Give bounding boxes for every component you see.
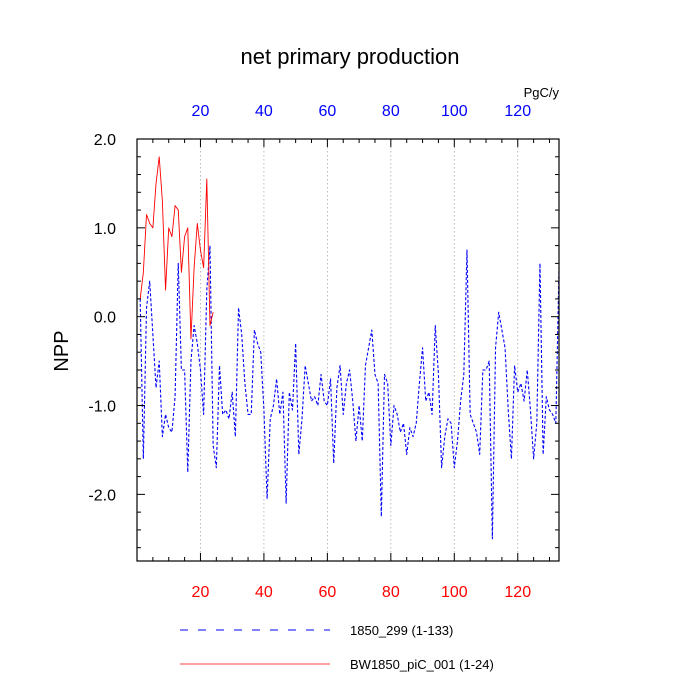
series-line-1 — [139, 245, 560, 540]
y-tick-label: -1.0 — [88, 399, 116, 416]
x-tick-label-top: 20 — [192, 103, 210, 120]
y-tick-label: 2.0 — [94, 132, 116, 149]
grid-layer — [200, 139, 519, 561]
legend: 1850_299 (1-133) BW1850_piC_001 (1-24) — [180, 623, 494, 672]
x-tick-label-top: 60 — [318, 103, 336, 120]
y-tick-label: -2.0 — [88, 487, 116, 504]
x-tick-label-top: 80 — [382, 103, 400, 120]
units-label: PgC/y — [524, 85, 560, 100]
legend-label-1: 1850_299 (1-133) — [350, 623, 453, 638]
x-tick-label-top: 40 — [255, 103, 273, 120]
series-line-2 — [139, 156, 214, 340]
y-tick-label: 0.0 — [94, 310, 116, 327]
x-tick-label-bottom: 20 — [192, 584, 210, 601]
x-tick-label-bottom: 80 — [382, 584, 400, 601]
ticks-layer: 20 20 40 40 60 60 80 80 100 100 120 120 2.0 1.0 0.0 -1.… — [88, 103, 559, 601]
chart-title: net primary production — [241, 44, 460, 69]
x-tick-label-bottom: 60 — [318, 584, 336, 601]
x-tick-label-top: 120 — [504, 103, 531, 120]
legend-label-2: BW1850_piC_001 (1-24) — [350, 657, 494, 672]
x-tick-label-top: 100 — [441, 103, 468, 120]
x-tick-label-bottom: 120 — [504, 584, 531, 601]
y-tick-label: 1.0 — [94, 221, 116, 238]
series-layer — [139, 156, 560, 540]
x-tick-label-bottom: 40 — [255, 584, 273, 601]
plot-frame — [136, 138, 560, 562]
x-tick-label-bottom: 100 — [441, 584, 468, 601]
y-axis-label: NPP — [51, 330, 73, 371]
